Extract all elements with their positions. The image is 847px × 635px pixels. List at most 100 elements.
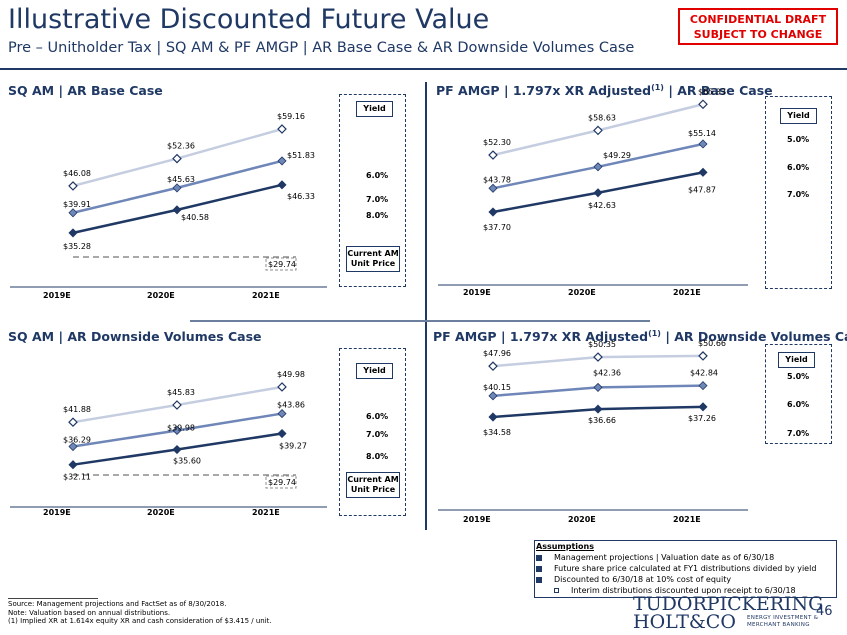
data-point — [277, 156, 287, 166]
yield-label-pf-base-3: 7.0% — [787, 190, 810, 199]
data-label: $43.86 — [277, 401, 305, 410]
assumption-subitem: Interim distributions discounted upon re… — [536, 585, 816, 596]
data-point — [593, 352, 603, 362]
page-number: 46 — [816, 604, 833, 619]
data-label: $59.16 — [277, 112, 305, 121]
yield-badge-sq-base: Yield — [356, 101, 393, 117]
data-label: $58.63 — [588, 113, 616, 122]
assumption-text: Discounted to 6/30/18 at 10% cost of equ… — [554, 575, 732, 584]
footnote-note: Note: Valuation based on annual distribu… — [8, 608, 171, 617]
footnotes: Source: Management projections and FactS… — [8, 600, 272, 626]
assumption-subtext: Interim distributions discounted upon re… — [571, 586, 796, 595]
panel-title-text: PF AMGP | 1.797x XR Adjusted — [433, 329, 649, 345]
x-tick-label: 2019E — [43, 508, 71, 517]
assumptions-box — [534, 540, 837, 598]
data-point — [593, 188, 603, 198]
bullet-icon — [536, 554, 542, 561]
data-label: $51.83 — [287, 151, 315, 160]
bullet-icon — [536, 565, 542, 572]
x-tick-label: 2020E — [147, 291, 175, 300]
data-point — [488, 150, 498, 160]
x-tick-label: 2021E — [673, 515, 701, 524]
panel-title-text: SQ AM | AR Base Case — [8, 83, 163, 98]
yield-label-sq-downside-1: 6.0% — [366, 412, 389, 421]
panel-title-text: SQ AM | AR Downside Volumes Case — [8, 329, 262, 344]
data-point — [488, 207, 498, 217]
data-point — [698, 402, 708, 412]
yield-badge-sq-downside: Yield — [356, 363, 393, 379]
brand-tagline-1: ENERGY INVESTMENT & — [747, 615, 819, 621]
yield-label-pf-base-2: 6.0% — [787, 163, 810, 172]
footnote-ref: (1) — [651, 83, 664, 92]
data-point — [593, 404, 603, 414]
yield-label-sq-base-1: 6.0% — [366, 171, 389, 180]
assumption-item: Discounted to 6/30/18 at 10% cost of equ… — [536, 574, 816, 585]
data-point — [172, 444, 182, 455]
header-rule — [0, 68, 847, 70]
yield-label-sq-base-2: 7.0% — [366, 195, 389, 204]
page-subtitle: Pre – Unitholder Tax | SQ AM & PF AMGP |… — [8, 40, 635, 56]
chart-sq-downside: 2019E 2020E 2021E $29.74 $41.88 $45.83 $49.98 $… — [10, 370, 327, 517]
data-point — [68, 441, 78, 452]
data-point — [172, 183, 182, 193]
data-point — [488, 183, 498, 193]
data-point — [593, 125, 603, 136]
confidential-stamp: CONFIDENTIAL DRAFT SUBJECT TO CHANGE — [678, 8, 838, 45]
quadrant-divider-horizontal — [190, 320, 650, 322]
panel-title-text: PF AMGP | 1.797x XR Adjusted — [436, 83, 652, 99]
yield-label-sq-base-3: 8.0% — [366, 211, 389, 220]
current-price-label-2: Unit Price — [350, 485, 396, 494]
reference-value-label: $29.74 — [268, 260, 296, 269]
data-point — [68, 417, 78, 428]
x-tick-label: 2021E — [252, 508, 280, 517]
chart-sq-base: 2019E 2020E 2021E $29.74 $46.08 $52.36 $59.16 $… — [10, 112, 327, 300]
data-label: $40.15 — [483, 383, 511, 392]
data-label: $45.63 — [167, 175, 195, 184]
panel-title-sq-downside: SQ AM | AR Downside Volumes Case — [8, 329, 262, 344]
current-price-badge-sq-downside: Current AM Unit Price — [346, 472, 400, 498]
data-point — [277, 180, 287, 190]
data-point — [68, 460, 78, 470]
data-label: $42.63 — [588, 201, 616, 210]
data-point — [698, 99, 708, 110]
data-point — [593, 382, 603, 393]
hollow-bullet-icon — [554, 588, 559, 593]
yield-label-pf-base-1: 5.0% — [787, 135, 810, 144]
yield-badge-pf-downside: Yield — [778, 352, 815, 368]
data-label: $34.58 — [483, 428, 511, 437]
assumption-text: Management projections | Valuation date … — [554, 553, 775, 562]
data-point — [277, 124, 287, 134]
assumption-item: Future share price calculated at FY1 dis… — [536, 563, 816, 574]
x-tick-label: 2021E — [673, 288, 701, 297]
confidential-line-2: SUBJECT TO CHANGE — [693, 28, 823, 41]
current-price-label-1: Current AM — [347, 475, 399, 484]
data-point — [593, 162, 603, 172]
data-label: $49.98 — [277, 370, 305, 379]
reference-label-box — [265, 475, 297, 489]
yield-label-pf-downside-2: 6.0% — [787, 400, 810, 409]
brand-tagline: ENERGY INVESTMENT & MERCHANT BANKING — [747, 615, 818, 628]
page-title: Illustrative Discounted Future Value — [8, 4, 490, 35]
x-tick-label: 2019E — [463, 288, 491, 297]
data-point — [488, 412, 498, 422]
panel-title-suffix: | AR Downside Volumes Case — [665, 329, 847, 345]
data-label: $65.33 — [698, 87, 726, 96]
x-tick-label: 2019E — [43, 291, 71, 300]
data-point — [68, 208, 78, 218]
data-label: $52.30 — [483, 138, 511, 147]
confidential-line-1: CONFIDENTIAL DRAFT — [689, 13, 827, 26]
panel-title-suffix: | AR Base Case — [663, 83, 773, 99]
yield-label-sq-downside-2: 7.0% — [366, 430, 389, 439]
data-label: $46.33 — [287, 192, 315, 201]
data-label: $52.36 — [167, 142, 195, 151]
data-label: $45.83 — [167, 388, 195, 397]
data-point — [488, 361, 498, 372]
chart-pf-downside: 2019E 2020E 2021E $47.96 $50.35 $50.66 $40.15 $… — [438, 339, 748, 524]
data-label: $43.78 — [483, 175, 511, 184]
data-label: $41.88 — [63, 405, 91, 414]
data-point — [172, 425, 182, 436]
panel-title-pf-downside: PF AMGP | 1.797x XR Adjusted(1) | AR Dow… — [433, 329, 847, 344]
x-tick-label: 2020E — [568, 515, 596, 524]
yield-legend-box-pf-downside — [765, 344, 832, 444]
data-label: $50.66 — [698, 339, 726, 348]
